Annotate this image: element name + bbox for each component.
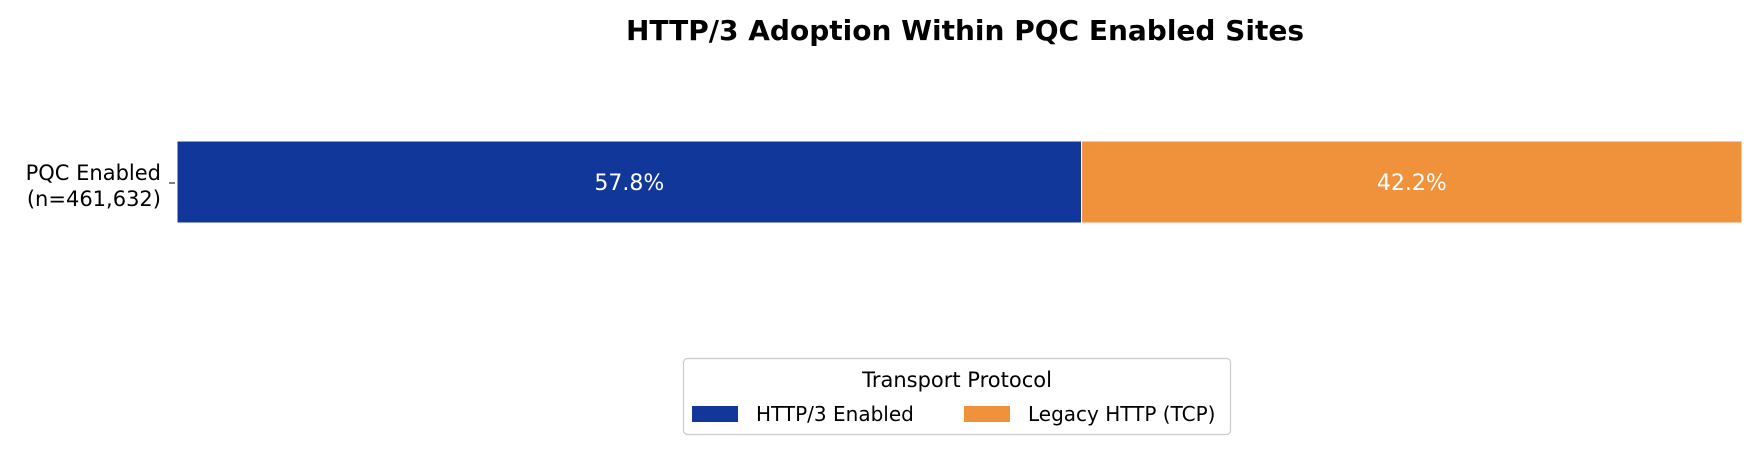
category-labels: PQC Enabled (n=461,632) bbox=[26, 161, 175, 211]
legend-label: Legacy HTTP (TCP) bbox=[1028, 402, 1215, 426]
data-label: 57.8% bbox=[594, 171, 664, 196]
legend-items: HTTP/3 Enabled Legacy HTTP (TCP) bbox=[692, 402, 1215, 426]
bars bbox=[176, 140, 1743, 224]
data-label: 42.2% bbox=[1377, 171, 1447, 196]
category-label-line1: PQC Enabled bbox=[26, 161, 161, 185]
legend-title: Transport Protocol bbox=[861, 368, 1052, 392]
legend-swatch bbox=[964, 406, 1010, 422]
legend-label: HTTP/3 Enabled bbox=[756, 402, 914, 426]
category-label-line2: (n=461,632) bbox=[27, 187, 161, 211]
chart-title: HTTP/3 Adoption Within PQC Enabled Sites bbox=[626, 14, 1304, 47]
bar-segment-legacy-http bbox=[1081, 140, 1743, 224]
legend-swatch bbox=[692, 406, 738, 422]
legend-frame bbox=[682, 357, 1232, 436]
bar-segment-http3-enabled bbox=[176, 140, 1083, 224]
bar-labels: 57.8% 42.2% bbox=[594, 171, 1446, 196]
legend: Transport Protocol HTTP/3 Enabled Legacy … bbox=[682, 357, 1232, 436]
